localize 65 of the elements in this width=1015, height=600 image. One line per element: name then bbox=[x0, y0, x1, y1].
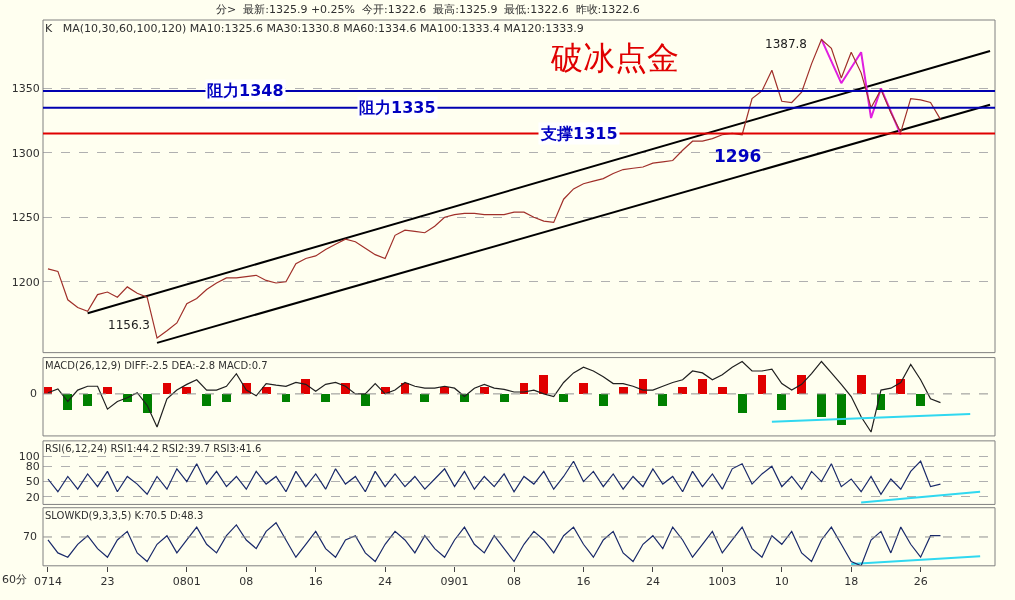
y-tick-label: 1300 bbox=[11, 146, 40, 160]
y-tick-label: 20 bbox=[25, 490, 40, 504]
line-series bbox=[47, 460, 942, 495]
x-tick-label: 24 bbox=[378, 575, 393, 589]
ref-line-label: 阻力1335 bbox=[359, 98, 436, 117]
x-tick-label: 24 bbox=[645, 575, 660, 589]
x-tick-label: 1003 bbox=[708, 575, 737, 589]
x-tick-label: 16 bbox=[308, 575, 323, 589]
x-tick-label: 0901 bbox=[440, 575, 469, 589]
bar bbox=[718, 386, 727, 394]
chart-title: RSI(6,12,24) RSI1:44.2 RSI2:39.7 RSI3:41.6 bbox=[45, 443, 262, 454]
bar bbox=[500, 393, 509, 402]
bar bbox=[282, 393, 290, 402]
text: 70 bbox=[23, 530, 37, 543]
line-series bbox=[820, 38, 902, 136]
bar bbox=[83, 393, 92, 406]
bar bbox=[103, 386, 112, 394]
text: 破冰点金 bbox=[550, 39, 679, 77]
y-tick-label: 50 bbox=[25, 475, 40, 489]
bar bbox=[758, 374, 766, 394]
bar bbox=[777, 393, 786, 410]
bar bbox=[698, 378, 707, 394]
ref-line-label: 支撑1315 bbox=[540, 124, 618, 143]
bar bbox=[202, 393, 211, 406]
x-tick-label: 08 bbox=[507, 575, 522, 589]
annotation: K MA(10,30,60,100,120) MA10:1325.6 MA30:1330.8 MA60:1334.6 MA100:1333.4 MA120:1333.9 bbox=[45, 22, 584, 35]
annotation: 1156.3 bbox=[108, 318, 150, 332]
bar bbox=[599, 393, 608, 406]
x-tick-label: 23 bbox=[100, 575, 115, 589]
bar bbox=[678, 386, 687, 394]
x-tick-label: 18 bbox=[844, 575, 859, 589]
ref-line-label: 0 bbox=[30, 387, 37, 400]
bar bbox=[480, 386, 489, 394]
x-tick-label: 0714 bbox=[33, 575, 62, 589]
x-tick-label: 0801 bbox=[172, 575, 201, 589]
y-tick-label: 1200 bbox=[11, 275, 40, 289]
bar bbox=[321, 393, 330, 402]
bar bbox=[658, 393, 667, 406]
bar bbox=[817, 393, 826, 417]
bar bbox=[837, 393, 846, 425]
annotation: 1387.8 bbox=[765, 37, 807, 51]
text: 分> 最新:1325.9 +0.25% 今开:1322.6 最高:1325.9 最低:1322.6 昨收:1322.6 bbox=[216, 3, 640, 16]
bar bbox=[182, 386, 191, 394]
y-tick-label: 1250 bbox=[11, 211, 40, 225]
y-tick-label: 100 bbox=[18, 449, 40, 463]
ref-line-label: 阻力1348 bbox=[207, 81, 284, 100]
chart-title: MACD(26,12,9) DIFF:-2.5 DEA:-2.8 MACD:0.7 bbox=[45, 360, 268, 371]
line-series bbox=[47, 39, 942, 339]
bar bbox=[916, 393, 925, 406]
x-tick-label: 26 bbox=[913, 575, 928, 589]
bar bbox=[361, 393, 370, 406]
text: 60分 bbox=[2, 573, 27, 586]
bar bbox=[857, 374, 866, 394]
x-tick-label: 16 bbox=[576, 575, 591, 589]
bar bbox=[163, 382, 171, 394]
y-tick-label: 1350 bbox=[11, 82, 40, 96]
bar bbox=[559, 393, 568, 402]
bar bbox=[539, 374, 548, 394]
chart-title: SLOWKD(9,3,3,5) K:70.5 D:48.3 bbox=[45, 510, 204, 521]
y-tick-label: 80 bbox=[25, 460, 40, 474]
x-tick-label: 10 bbox=[774, 575, 789, 589]
bar bbox=[579, 382, 588, 394]
annotation: 1296 bbox=[714, 146, 762, 166]
x-tick-label: 08 bbox=[239, 575, 254, 589]
bar bbox=[738, 393, 747, 413]
